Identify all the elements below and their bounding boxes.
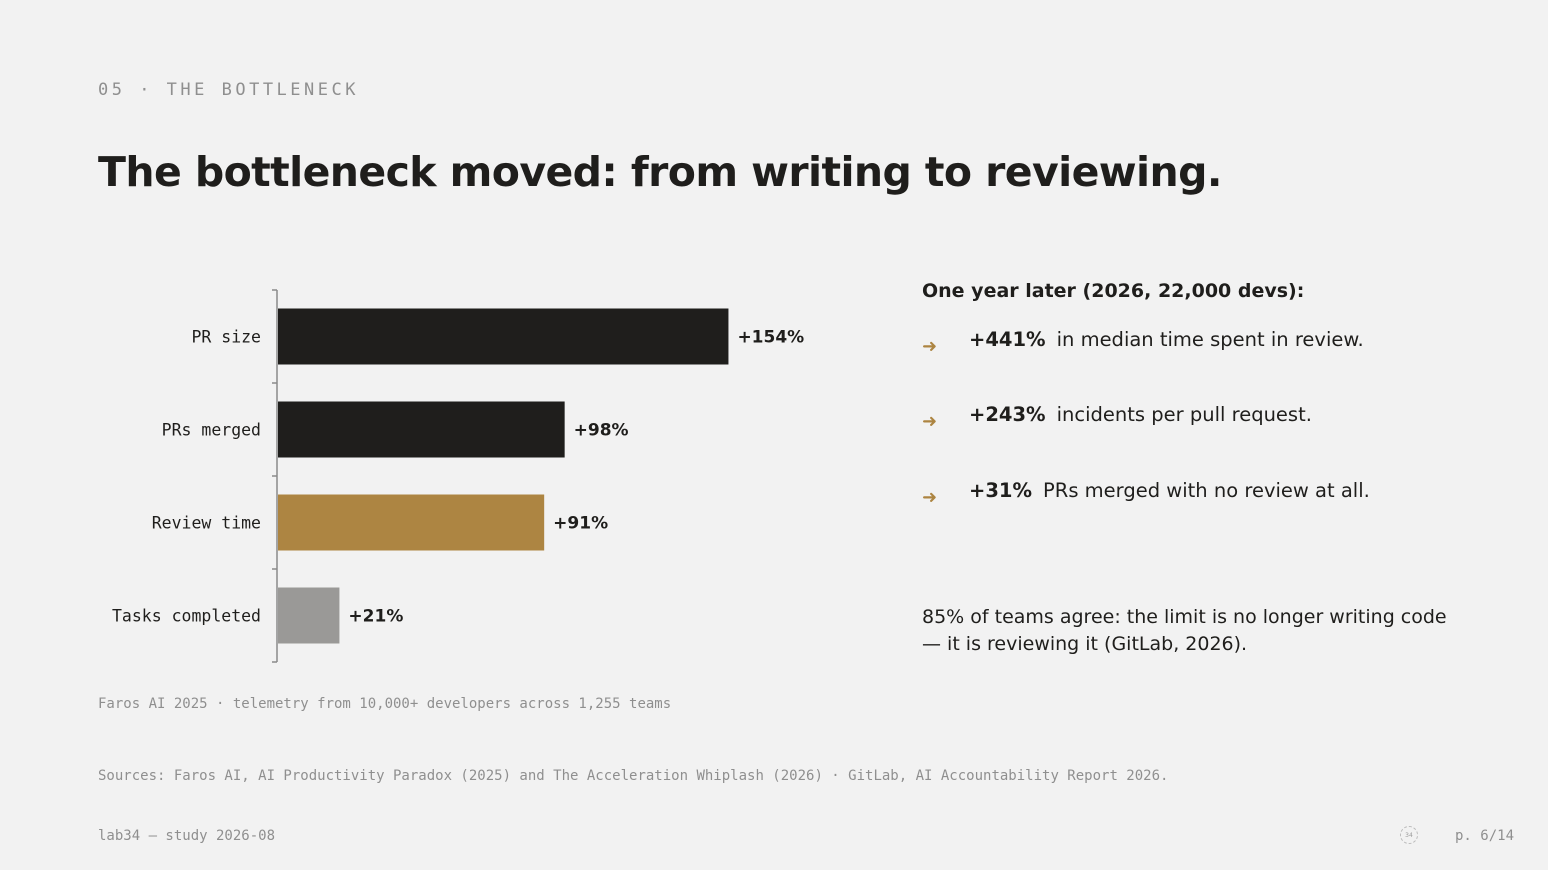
arrow-right-icon: ➜ (922, 487, 938, 508)
value-label: +21% (348, 607, 403, 627)
category-label: Review time (152, 514, 261, 533)
value-label: +154% (737, 328, 804, 348)
chart-source-note: Faros AI 2025 · telemetry from 10,000+ d… (98, 696, 672, 712)
category-label: PR size (191, 328, 261, 347)
value-label: +98% (574, 421, 629, 441)
summary-quote: 85% of teams agree: the limit is no long… (922, 606, 1447, 655)
stat-item-review: ➜ +441% in median time spent in review. (922, 328, 1364, 357)
stat-text: incidents per pull request. (1056, 403, 1312, 426)
stat-value: +243% (969, 403, 1046, 426)
stat-text: PRs merged with no review at all. (1043, 479, 1370, 502)
lab-logo-icon: 34 (1400, 826, 1418, 844)
bar (278, 401, 565, 458)
arrow-right-icon: ➜ (922, 336, 938, 357)
stat-value: +31% (969, 479, 1033, 502)
category-label: PRs merged (162, 421, 261, 440)
value-label: +91% (553, 514, 608, 534)
section-eyebrow: 05 · THE BOTTLENECK (98, 80, 359, 100)
stat-value: +441% (969, 328, 1046, 351)
bar (278, 494, 545, 551)
arrow-right-icon: ➜ (922, 411, 938, 432)
footer-study-label: lab34 — study 2026-08 (98, 828, 276, 844)
page-number: p. 6/14 (1455, 828, 1515, 844)
stat-text: in median time spent in review. (1056, 328, 1364, 351)
sources-note: Sources: Faros AI, AI Productivity Parad… (98, 768, 1169, 784)
stats-heading: One year later (2026, 22,000 devs): (922, 280, 1305, 302)
bar (278, 308, 729, 365)
category-label: Tasks completed (112, 607, 261, 626)
stats-panel: One year later (2026, 22,000 devs): ➜ +4… (922, 280, 1482, 655)
bar (278, 587, 340, 644)
page-title: The bottleneck moved: from writing to re… (98, 148, 1222, 196)
stat-item-incidents: ➜ +243% incidents per pull request. (922, 403, 1312, 432)
stat-item-no-review: ➜ +31% PRs merged with no review at all. (922, 479, 1370, 508)
bar-chart: PR size +154% PRs merged +98% Review time +91… (112, 289, 804, 663)
